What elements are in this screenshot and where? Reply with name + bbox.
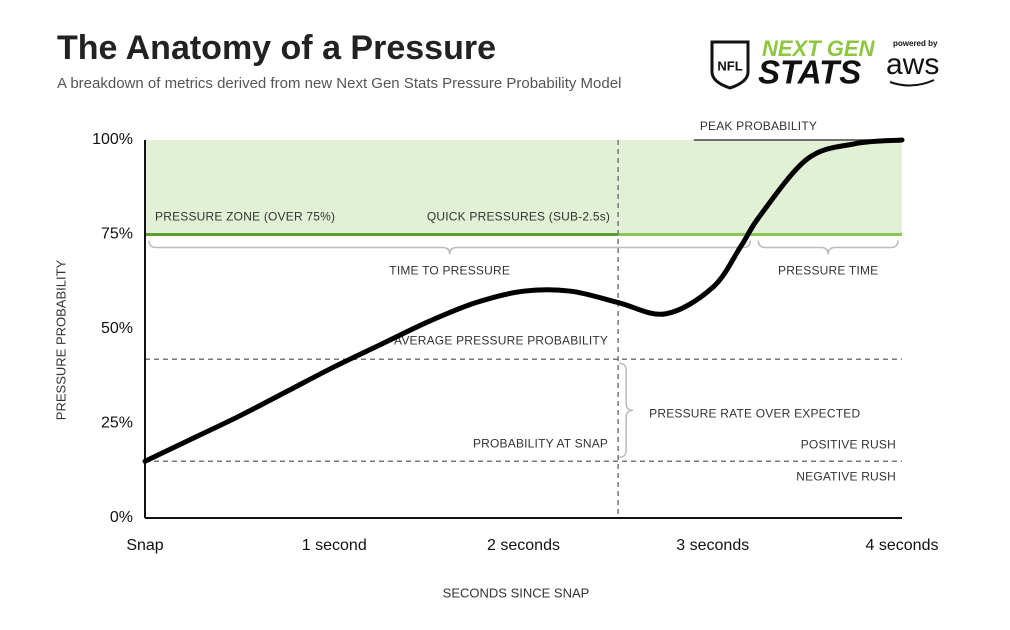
- annotation: NEGATIVE RUSH: [796, 469, 896, 483]
- annotation: PRESSURE ZONE (OVER 75%): [155, 210, 335, 224]
- y-tick-label: 50%: [101, 320, 133, 337]
- time-to-pressure-brace: [148, 240, 752, 255]
- annotation: PRESSURE TIME: [778, 264, 878, 278]
- pressure-time-brace: [757, 240, 899, 255]
- x-tick-label: 1 second: [302, 537, 367, 554]
- x-tick-label: 2 seconds: [487, 537, 560, 554]
- y-tick-label: 100%: [92, 131, 133, 148]
- annotation: TIME TO PRESSURE: [389, 264, 510, 278]
- logo-stats: STATS: [758, 54, 861, 91]
- plot-area: 0% 25% 50% 75% 100% Snap 1 second 2 seconds 3 se…: [92, 119, 938, 554]
- annotation: POSITIVE RUSH: [801, 437, 896, 451]
- y-axis-label: PRESSURE PROBABILITY: [53, 259, 68, 420]
- logo-next-gen: NEXT GEN: [762, 36, 876, 61]
- y-tick-label: 25%: [101, 415, 133, 432]
- logo: NFL NEXT GEN STATS powered by aws: [710, 36, 939, 91]
- x-tick-label: 4 seconds: [866, 537, 939, 554]
- nfl-text: NFL: [717, 58, 742, 73]
- x-tick-label: Snap: [126, 537, 163, 554]
- chart-subtitle: A breakdown of metrics derived from new …: [57, 75, 621, 92]
- annotation: PEAK PROBABILITY: [700, 119, 817, 133]
- pressure-zone: [145, 140, 902, 235]
- aws-smile: [889, 79, 935, 87]
- aws-text: aws: [886, 48, 939, 81]
- y-tick-label: 75%: [101, 226, 133, 243]
- powered-by: powered by: [893, 39, 938, 48]
- pressure-rate-brace: [619, 362, 634, 459]
- probability-curve: [142, 137, 905, 464]
- x-tick-label: 3 seconds: [676, 537, 749, 554]
- annotation: AVERAGE PRESSURE PROBABILITY: [394, 333, 608, 347]
- y-tick-label: 0%: [110, 509, 133, 526]
- annotation: QUICK PRESSURES (SUB-2.5s): [427, 210, 610, 224]
- annotation: PROBABILITY AT SNAP: [473, 436, 608, 450]
- x-axis-label: SECONDS SINCE SNAP: [443, 585, 590, 600]
- nfl-shield: [710, 40, 750, 90]
- chart-title: The Anatomy of a Pressure: [57, 29, 496, 67]
- annotation: PRESSURE RATE OVER EXPECTED: [649, 406, 860, 420]
